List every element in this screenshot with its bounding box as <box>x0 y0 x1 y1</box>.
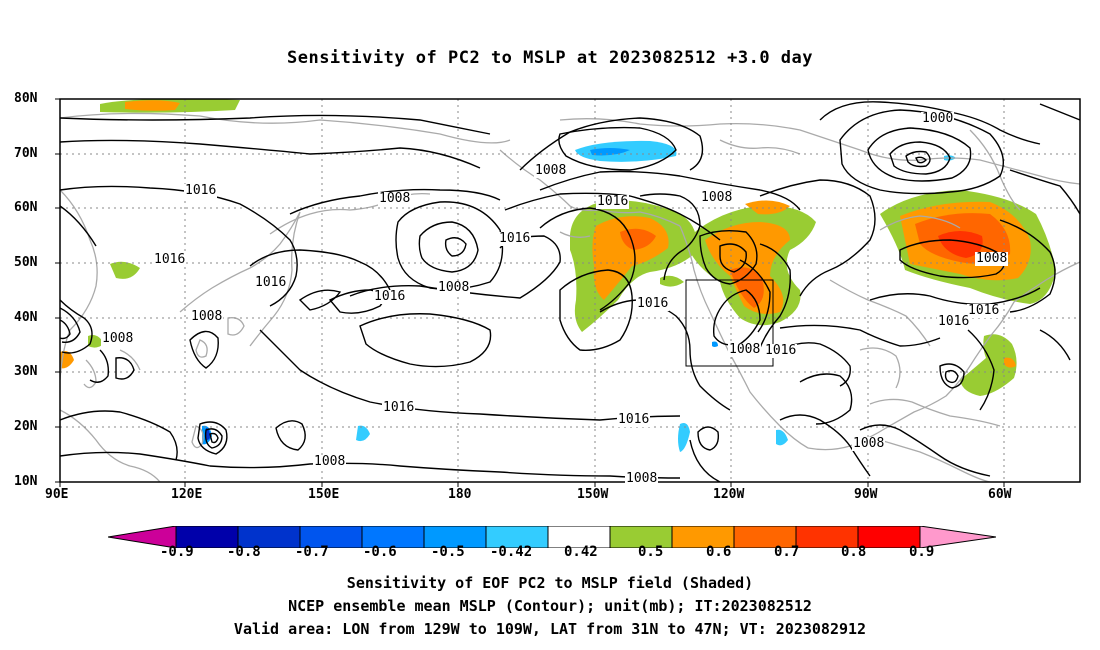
caption-line-1: Sensitivity of EOF PC2 to MSLP field (Sh… <box>346 574 754 592</box>
colorbar-label: -0.6 <box>363 544 397 560</box>
map-title: Sensitivity of PC2 to MSLP at 2023082512… <box>286 48 813 68</box>
colorbar-label: -0.8 <box>227 544 261 560</box>
contour-label: 1008 <box>700 190 734 205</box>
lon-label: 150E <box>308 487 340 502</box>
contour-label: 1008 <box>534 163 568 178</box>
lat-label: 50N <box>14 255 38 270</box>
lat-label: 80N <box>14 91 38 106</box>
lon-label: 150W <box>577 487 609 502</box>
contour-label: 1008 <box>313 454 347 469</box>
lat-label: 20N <box>14 419 38 434</box>
colorbar-label: 0.42 <box>564 544 598 560</box>
contour-label: 1016 <box>373 289 407 304</box>
lon-label: 90W <box>854 487 878 502</box>
axis-ticks <box>55 98 1005 487</box>
lon-label: 120W <box>713 487 745 502</box>
colorbar-label: -0.5 <box>431 544 465 560</box>
contour-label: 1016 <box>937 314 971 329</box>
map-frame <box>59 98 1081 483</box>
lon-label: 90E <box>45 487 69 502</box>
contour-label: 1008 <box>852 436 886 451</box>
valid-area-box <box>685 279 774 367</box>
colorbar-label: 0.7 <box>774 544 800 560</box>
contour-label: 1016 <box>636 296 670 311</box>
contour-label: 1008 <box>101 331 135 346</box>
contour-label: 1016 <box>617 412 651 427</box>
lon-label: 120E <box>171 487 203 502</box>
colorbar-label: -0.9 <box>160 544 194 560</box>
colorbar-label: 0.6 <box>706 544 732 560</box>
contour-label: 1008 <box>975 251 1009 266</box>
contour-label: 1000 <box>921 111 955 126</box>
lon-label: 180 <box>448 487 472 502</box>
contour-label: 1016 <box>382 400 416 415</box>
colorbar-label: -0.42 <box>490 544 533 560</box>
colorbar-label: 0.8 <box>841 544 867 560</box>
contour-label: 1008 <box>728 342 762 357</box>
lat-label: 60N <box>14 200 38 215</box>
contour-label: 1016 <box>967 303 1001 318</box>
caption-line-2: NCEP ensemble mean MSLP (Contour); unit(… <box>288 597 812 615</box>
lat-label: 30N <box>14 364 38 379</box>
lat-lon-grid <box>60 99 1080 482</box>
contour-label: 1008 <box>437 280 471 295</box>
lat-label: 40N <box>14 310 38 325</box>
lat-label: 70N <box>14 146 38 161</box>
caption-line-3: Valid area: LON from 129W to 109W, LAT f… <box>233 620 867 638</box>
contour-label: 1008 <box>190 309 224 324</box>
contour-label: 1008 <box>378 191 412 206</box>
colorbar-label: 0.5 <box>638 544 664 560</box>
mslp-contours <box>60 101 1080 482</box>
contour-label: 1016 <box>184 183 218 198</box>
contour-label: 1016 <box>498 231 532 246</box>
lon-label: 60W <box>988 487 1012 502</box>
contour-label: 1008 <box>625 471 659 486</box>
colorbar-label: 0.9 <box>909 544 935 560</box>
contour-label: 1016 <box>764 343 798 358</box>
contour-label: 1016 <box>254 275 288 290</box>
shaded-sensitivity <box>60 99 1056 452</box>
colorbar-label: -0.7 <box>295 544 329 560</box>
colorbar <box>108 526 996 548</box>
lat-label: 10N <box>14 474 38 489</box>
contour-label: 1016 <box>153 252 187 267</box>
contour-label: 1016 <box>596 194 630 209</box>
